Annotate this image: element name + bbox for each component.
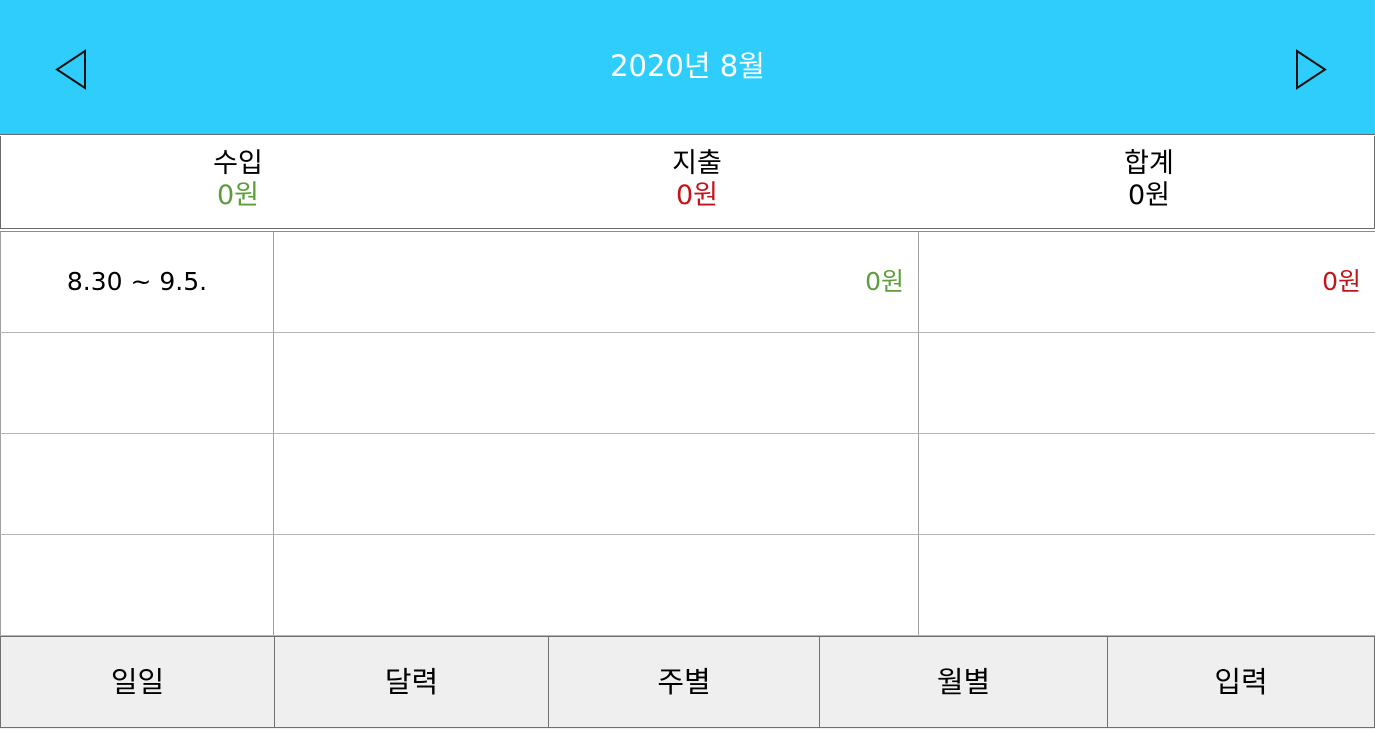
week-range: 8.30 ~ 9.5. xyxy=(0,232,274,332)
monthly-summary: 수입 0원 지출 0원 합계 0원 xyxy=(0,136,1375,229)
tab-input[interactable]: 입력 xyxy=(1107,636,1375,728)
table-row xyxy=(0,434,1375,535)
week-expense xyxy=(919,535,1375,635)
bottom-tab-bar: 일일 달력 주별 월별 입력 xyxy=(0,636,1375,729)
week-expense xyxy=(919,333,1375,433)
triangle-left-icon xyxy=(55,49,86,90)
weekly-table: 8.30 ~ 9.5. 0원 0원 xyxy=(0,231,1375,636)
week-range xyxy=(0,535,274,635)
table-row[interactable]: 8.30 ~ 9.5. 0원 0원 xyxy=(0,232,1375,333)
total-summary: 합계 0원 xyxy=(999,148,1299,212)
triangle-right-icon xyxy=(1296,49,1327,90)
week-range xyxy=(0,333,274,433)
expense-value: 0원 xyxy=(675,180,719,211)
header-bar: 2020년 8월 xyxy=(0,0,1375,135)
prev-month-button[interactable] xyxy=(54,48,90,92)
week-expense: 0원 xyxy=(1322,267,1361,296)
week-expense xyxy=(919,434,1375,534)
tab-daily[interactable]: 일일 xyxy=(0,636,275,728)
tab-calendar[interactable]: 달력 xyxy=(274,636,549,728)
week-range xyxy=(0,434,274,534)
expense-label: 지출 xyxy=(672,148,722,179)
week-income xyxy=(274,333,919,433)
expense-summary: 지출 0원 xyxy=(547,148,847,212)
income-summary: 수입 0원 xyxy=(88,148,388,212)
total-label: 합계 xyxy=(1124,148,1174,179)
table-row xyxy=(0,535,1375,636)
total-value: 0원 xyxy=(1127,180,1171,211)
next-month-button[interactable] xyxy=(1292,48,1328,92)
tab-monthly[interactable]: 월별 xyxy=(819,636,1108,728)
tab-weekly[interactable]: 주별 xyxy=(548,636,820,728)
table-row xyxy=(0,333,1375,434)
income-value: 0원 xyxy=(216,180,260,211)
month-title: 2020년 8월 xyxy=(610,49,765,83)
week-income xyxy=(274,535,919,635)
week-income xyxy=(274,434,919,534)
income-label: 수입 xyxy=(213,148,263,179)
week-income: 0원 xyxy=(274,232,919,332)
